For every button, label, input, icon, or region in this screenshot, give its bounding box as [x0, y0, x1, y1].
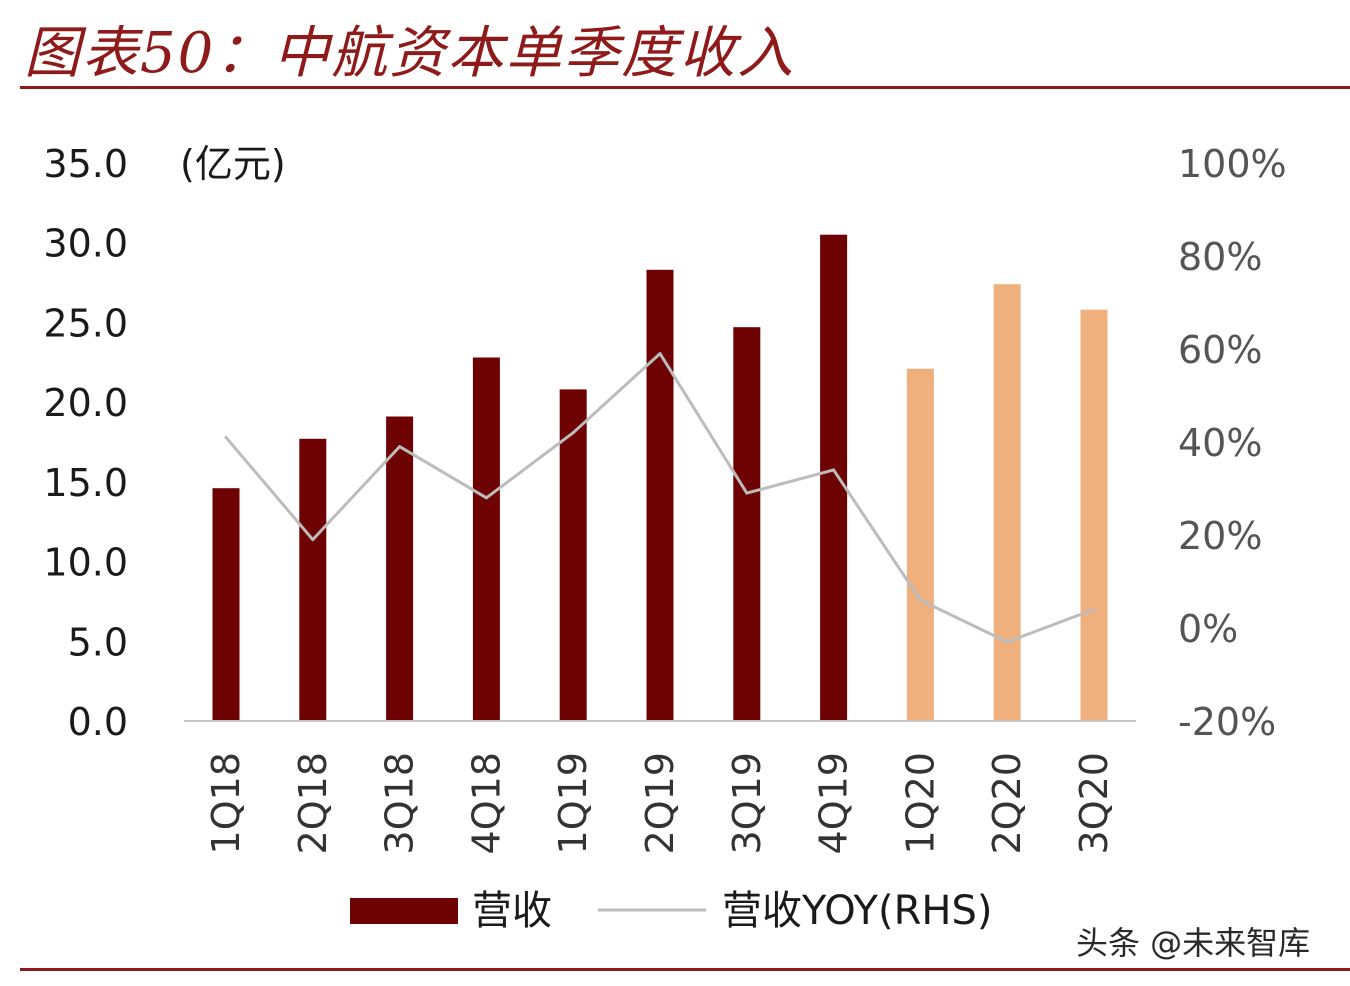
x-axis-tick-label: 2Q18 — [291, 752, 335, 854]
yoy-point-2Q18 — [311, 538, 315, 542]
x-axis-tick-label: 3Q19 — [725, 752, 769, 854]
bar-4Q18 — [472, 357, 500, 721]
bar-2Q20 — [993, 284, 1021, 721]
yoy-point-3Q19 — [745, 491, 749, 495]
bar-2Q19 — [646, 269, 674, 721]
x-axis-tick-label: 3Q18 — [378, 752, 422, 854]
yoy-point-3Q18 — [398, 445, 402, 449]
y-axis-right-tick-label: -20% — [1178, 700, 1276, 744]
legend-swatch-revenue — [350, 898, 458, 924]
y-axis-right-tick-label: 20% — [1178, 514, 1262, 558]
x-axis-tick-label: 2Q19 — [638, 752, 682, 854]
yoy-point-3Q20 — [1092, 607, 1096, 611]
yoy-point-1Q20 — [918, 598, 922, 602]
yoy-point-4Q18 — [484, 496, 488, 500]
yoy-point-4Q19 — [832, 468, 836, 472]
bottom-divider — [20, 968, 1350, 971]
x-axis-tick-label: 1Q18 — [204, 752, 248, 854]
bar-1Q20 — [906, 368, 934, 721]
y-axis-right-tick-label: 40% — [1178, 421, 1262, 465]
x-axis-tick-label: 4Q19 — [812, 752, 856, 854]
bar-4Q19 — [820, 234, 848, 721]
y-axis-right-tick-label: 60% — [1178, 328, 1262, 372]
y-axis-right-tick-label: 100% — [1178, 142, 1287, 186]
y-axis-left-tick-label: 25.0 — [43, 301, 128, 345]
y-axis-right-tick-label: 0% — [1178, 607, 1238, 651]
yoy-point-2Q19 — [658, 352, 662, 356]
y-axis-right-tick-label: 80% — [1178, 235, 1262, 279]
legend: 营收 营收YOY(RHS) — [350, 888, 992, 934]
x-axis-tick-label: 1Q19 — [551, 752, 595, 854]
bar-1Q18 — [212, 488, 240, 721]
y-axis-left-tick-label: 5.0 — [68, 620, 128, 664]
bar-series — [212, 234, 1108, 721]
y-axis-left-ticks: 0.0 5.0 10.0 15.0 20.0 25.0 30.0 35.0 — [43, 142, 128, 744]
yoy-point-1Q18 — [224, 435, 228, 439]
watermark: 头条 @未来智库 — [1076, 924, 1311, 962]
yoy-line-series — [224, 352, 1096, 644]
title-divider — [20, 86, 1350, 89]
y-axis-left-tick-label: 0.0 — [68, 700, 128, 744]
bar-3Q20 — [1080, 309, 1108, 721]
bar-1Q19 — [559, 389, 587, 721]
y-axis-left-tick-label: 10.0 — [43, 541, 128, 585]
x-axis-tick-label: 4Q18 — [464, 752, 508, 854]
y-axis-left-tick-label: 35.0 — [43, 142, 128, 186]
y-axis-unit-label: (亿元) — [180, 142, 286, 186]
y-axis-right-ticks: -20% 0% 20% 40% 60% 80% 100% — [1178, 142, 1287, 744]
bar-2Q18 — [299, 438, 327, 721]
y-axis-left-tick-label: 20.0 — [43, 381, 128, 425]
x-axis-tick-label: 3Q20 — [1072, 752, 1116, 854]
yoy-point-1Q19 — [571, 431, 575, 435]
x-axis-tick-label: 1Q20 — [898, 752, 942, 854]
legend-label-yoy: 营收YOY(RHS) — [722, 888, 992, 934]
yoy-point-2Q20 — [1005, 640, 1009, 644]
bar-3Q18 — [386, 416, 414, 721]
chart-title: 图表50：中航资本单季度收入 — [24, 21, 796, 86]
y-axis-left-tick-label: 30.0 — [43, 222, 128, 266]
x-axis-tick-label: 2Q20 — [985, 752, 1029, 854]
bar-3Q19 — [733, 327, 761, 721]
y-axis-left-tick-label: 15.0 — [43, 461, 128, 505]
x-axis-ticks: 1Q18 2Q18 3Q18 4Q18 1Q19 2Q19 3Q19 4Q19 1Q20 2Q20… — [204, 752, 1116, 854]
legend-label-revenue: 营收 — [472, 888, 552, 934]
